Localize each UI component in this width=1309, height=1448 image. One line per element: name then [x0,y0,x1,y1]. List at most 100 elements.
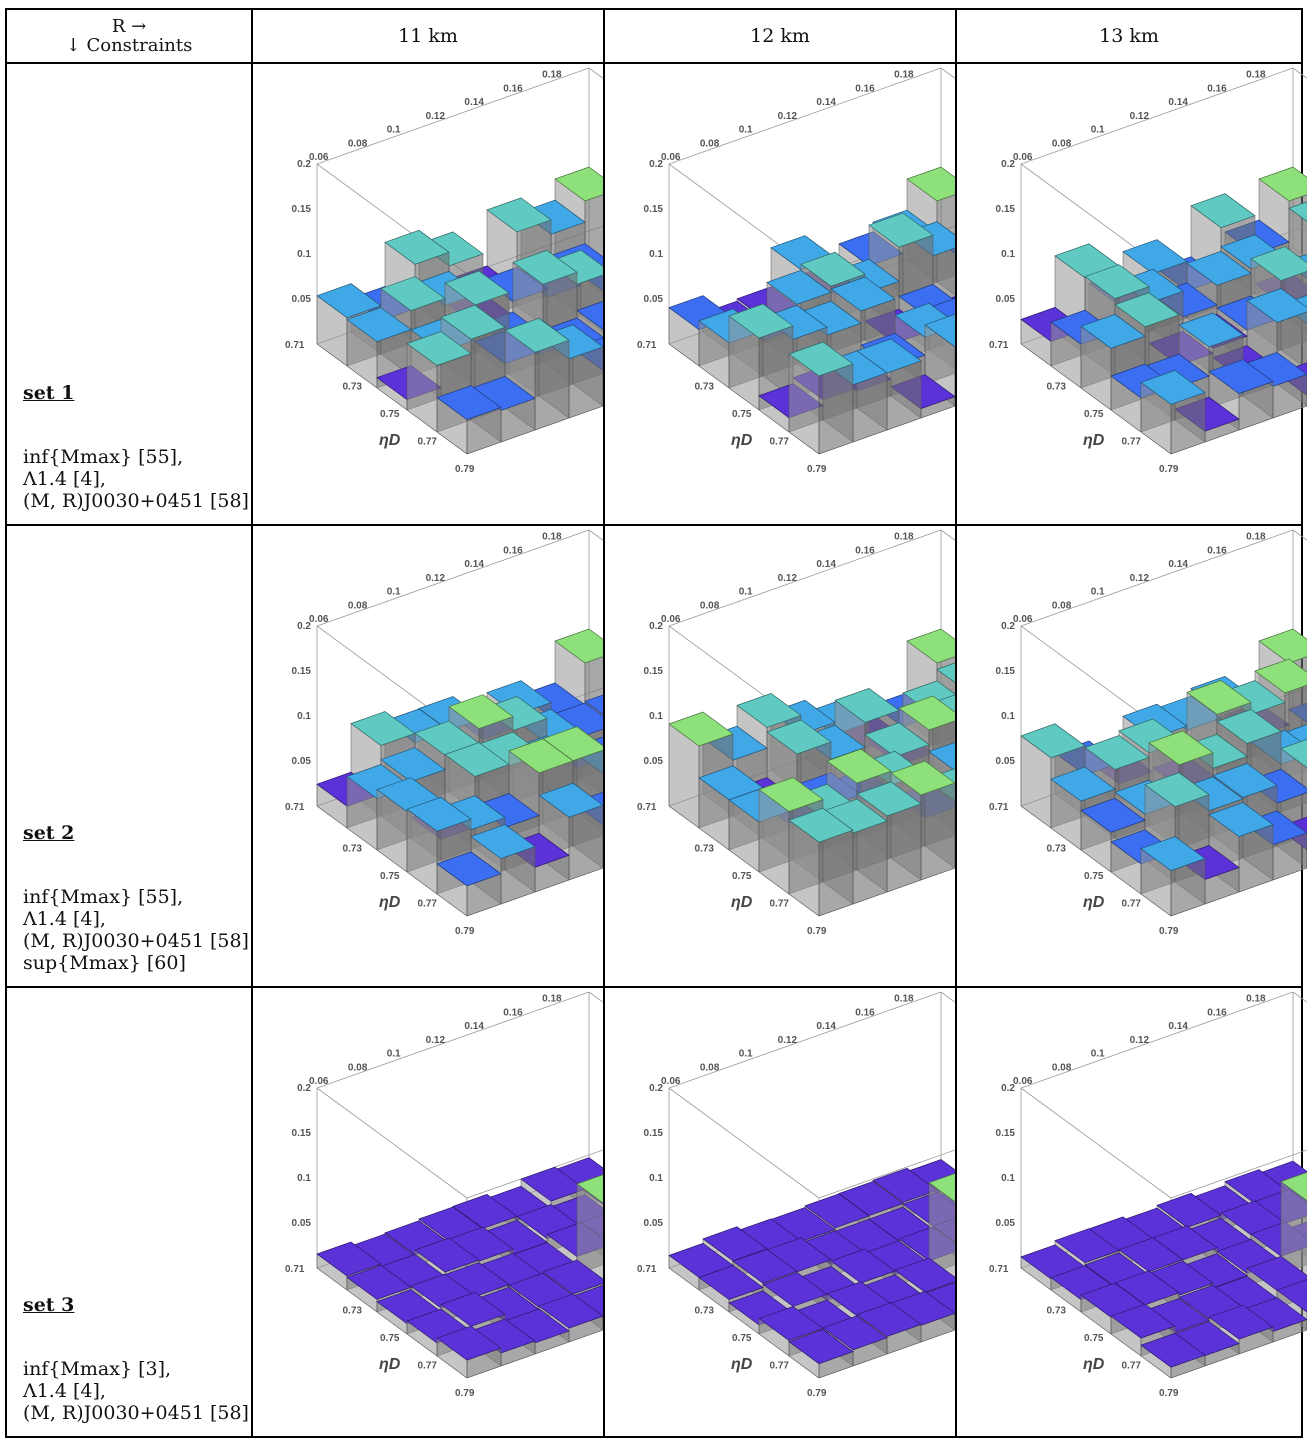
eta-v-tick-label: 0.2 [1285,64,1299,67]
eta-v-tick-label: 0.16 [503,83,523,94]
eta-v-tick-label: 0.16 [855,1007,875,1018]
bar-top [758,777,824,812]
bar-top [538,782,603,818]
bar [436,385,502,455]
eta-d-tick-label: 0.75 [380,409,400,420]
eta-d-axis: 0.71 0.73 0.75 0.77 0.79 ηD [989,802,1179,937]
row-set-1: set 1 inf{Mmax} [55], Λ1.4 [4], (M, R)J0… [5,62,1307,526]
bar-top [788,1329,854,1365]
eta-v-tick-label: 0.1 [387,125,401,136]
bar-top [1110,1303,1176,1339]
bar-top [316,283,382,319]
eta-d-tick-label: 0.79 [1159,464,1179,475]
bar-top [766,719,832,755]
eta-v-tick-label: 0.14 [464,1021,484,1032]
box-edge [1292,67,1307,79]
eta-d-tick-label: 0.77 [1122,437,1142,448]
box-edge [668,1087,820,1199]
bar-top [936,662,955,684]
eta-d-axis: 0.71 0.73 0.75 0.77 0.79 ηD [637,1264,827,1399]
bars [1020,166,1307,455]
eta-v-tick-label: 0.16 [855,545,875,556]
bar-top [728,303,794,339]
bar-top [1148,730,1214,766]
eta-d-tick-label: 0.79 [455,1388,475,1399]
eta-v-tick-label: 0.18 [542,994,562,1005]
eta-v-tick-label: 0.16 [1207,545,1227,556]
bar-top [504,317,570,353]
eta-v-tick-label: 0.08 [700,1062,720,1073]
eta-d-tick-label: 0.75 [1084,1333,1104,1344]
eta-v-tick-label: 0.2 [933,988,947,991]
eta-d-tick-label: 0.71 [989,802,1009,813]
bars [668,628,955,917]
bar-top [538,1293,603,1329]
bar [728,303,794,411]
eta-d-tick-label: 0.71 [637,1264,657,1275]
bar-side [920,782,955,881]
z-axis: 0.05 0.1 0.15 0.2 [996,159,1016,305]
eta-v-axis: 0.060.080.10.120.140.160.180.2ηV [1013,988,1299,1087]
bar-top [1020,723,1086,759]
eta-v-tick-label: 0.2 [581,64,595,67]
eta-v-tick-label: 0.16 [503,545,523,556]
plot-cell: 0.05 0.1 0.15 0.2 0.71 0.73 0.75 0.77 0.79 ηD 0.06… [955,524,1307,988]
eta-v-tick-label: 0.06 [661,152,681,163]
bar-top [1276,1279,1307,1313]
eta-d-tick-label: 0.73 [695,844,715,855]
eta-d-label: ηD [1083,894,1105,911]
eta-v-tick-label: 0.18 [894,994,914,1005]
bar-side [818,829,854,917]
box-edge [940,991,955,1003]
column-header-12km: 12 km [603,8,957,64]
eta-v-tick-label: 0.16 [1207,1007,1227,1018]
eta-d-tick-label: 0.79 [807,926,827,937]
eta-v-tick-label: 0.18 [542,70,562,81]
bar-top [856,781,922,817]
eta-d-axis: 0.71 0.73 0.75 0.77 0.79 ηD [285,1264,475,1399]
bar-top [894,1257,955,1293]
box-edge [588,67,603,79]
bar [436,1325,502,1379]
row-label-cell: set 1 inf{Mmax} [55], Λ1.4 [4], (M, R)J0… [5,62,253,526]
bar-top [1216,709,1282,744]
z-tick-label: 0.05 [996,756,1016,767]
bar-top [822,1315,888,1351]
eta-v-axis: 0.060.080.10.120.140.160.180.2ηV [661,988,947,1087]
eta-d-tick-label: 0.79 [1159,1388,1179,1399]
header-corner: R → ↓ Constraints [5,8,253,64]
bar-top [928,1173,955,1203]
eta-v-tick-label: 0.06 [661,614,681,625]
eta-v-tick-label: 0.1 [739,587,753,598]
eta-d-tick-label: 0.73 [343,844,363,855]
bar-top [830,276,896,312]
eta-d-tick-label: 0.73 [695,382,715,393]
box-edge [1292,529,1307,541]
bar [788,1329,854,1379]
bar-top [1080,313,1146,349]
bars [316,628,603,917]
column-header-13km: 13 km [955,8,1303,64]
bar-top [346,307,412,342]
z-tick-label: 0.1 [1001,711,1015,722]
eta-d-tick-label: 0.71 [637,802,657,813]
bar-top [576,1174,603,1204]
eta-v-tick-label: 0.2 [933,526,947,529]
box-edge [1020,991,1294,1089]
plot-cell: 0.05 0.1 0.15 0.2 0.71 0.73 0.75 0.77 0.79 ηD 0.06… [251,986,605,1438]
bar-top [898,695,955,731]
bar-top [1254,658,1307,694]
bar-top [1208,359,1274,394]
z-tick-label: 0.15 [996,666,1016,677]
plot-cell: 0.05 0.1 0.15 0.2 0.71 0.73 0.75 0.77 0.79 ηD 0.06… [955,62,1307,526]
bar-top [800,251,866,287]
eta-v-tick-label: 0.1 [1091,1049,1105,1060]
bar-top [444,270,510,306]
z-tick-label: 0.1 [1001,1173,1015,1184]
box-edge [1170,1149,1307,1199]
eta-d-tick-label: 0.73 [343,1306,363,1317]
eta-v-axis: 0.060.080.10.120.140.160.180.2ηV [309,988,595,1087]
bar-top [864,722,930,758]
z-tick-label: 0.2 [297,1083,311,1094]
